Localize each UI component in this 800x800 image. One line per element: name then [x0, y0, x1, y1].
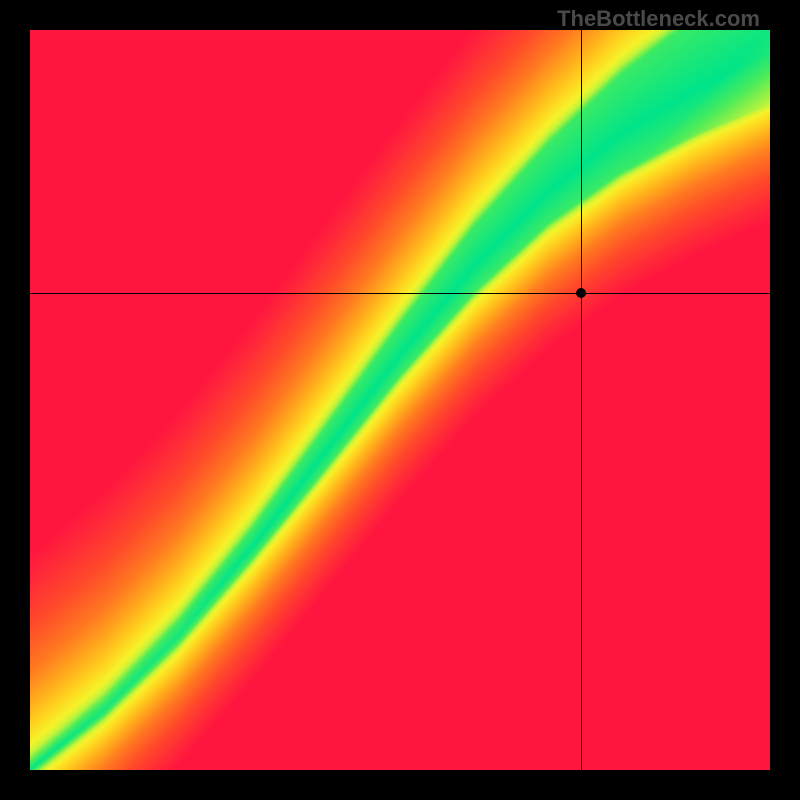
crosshair-marker [576, 288, 586, 298]
crosshair-horizontal [30, 293, 770, 294]
heatmap-canvas [30, 30, 770, 770]
crosshair-vertical [581, 30, 582, 770]
plot-area [30, 30, 770, 770]
watermark-text: TheBottleneck.com [557, 6, 760, 32]
